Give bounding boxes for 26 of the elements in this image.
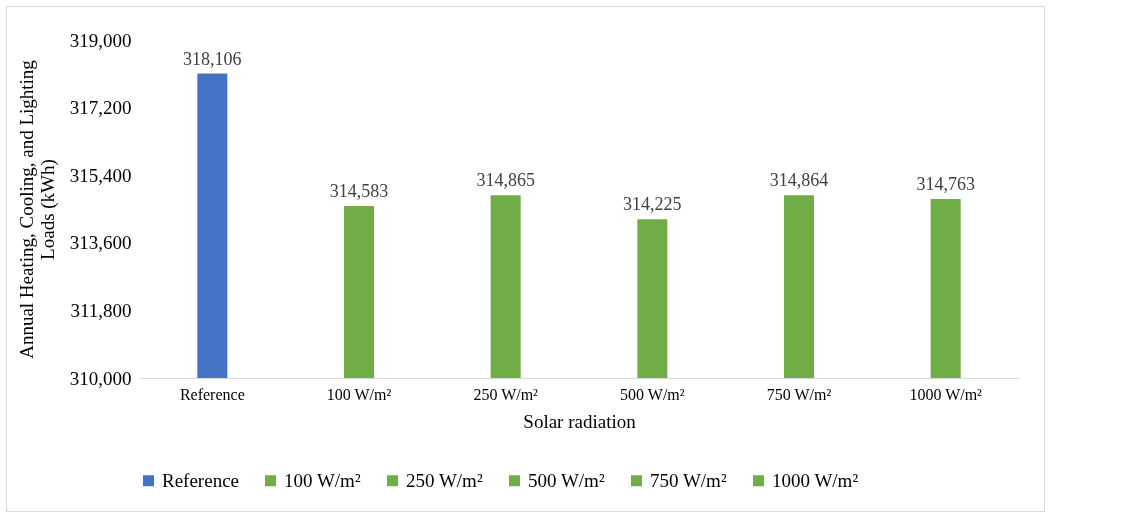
legend-label: 250 W/m² [406,469,483,491]
data-label: 314,865 [476,170,535,191]
data-label: 318,106 [183,48,242,69]
y-tick-label: 315,400 [69,164,132,186]
legend-label: 100 W/m² [284,469,361,491]
y-tick-label: 310,000 [69,367,132,389]
y-tick-label: 313,600 [69,232,132,254]
x-tick-label: 100 W/m² [326,385,392,403]
data-label: 314,763 [916,174,975,195]
data-label: 314,225 [623,194,682,215]
legend-label: 1000 W/m² [772,469,859,491]
legend-label: Reference [162,469,239,491]
y-tick-label: 317,200 [69,97,132,119]
x-tick-label: 1000 W/m² [909,385,983,403]
x-tick-label: 750 W/m² [766,385,832,403]
data-label: 314,864 [769,170,829,191]
x-tick-label: Reference [179,385,245,403]
y-tick-label: 311,800 [70,299,132,321]
x-tick-label: 250 W/m² [473,385,539,403]
y-tick-label: 319,000 [69,29,132,51]
legend-label: 500 W/m² [528,469,605,491]
x-axis-title: Solar radiation [523,410,637,432]
data-label: 314,583 [329,180,389,201]
legend-label: 750 W/m² [650,469,727,491]
y-axis-title: Annual Heating, Cooling, and Lighting Loads (kWh) [15,59,59,359]
x-tick-label: 500 W/m² [620,385,685,403]
